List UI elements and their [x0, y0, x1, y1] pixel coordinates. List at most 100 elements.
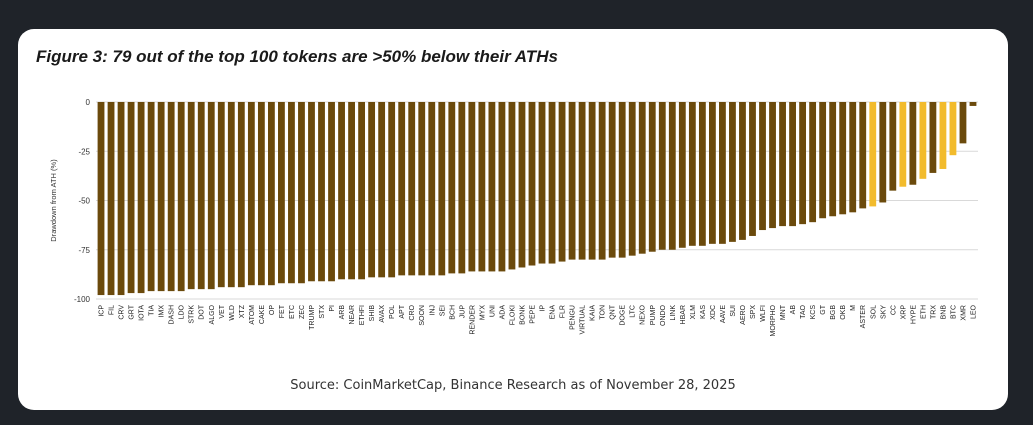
bar-qnt — [608, 102, 616, 258]
y-tick-label: -75 — [78, 246, 90, 255]
x-tick-label: KAS — [700, 305, 707, 319]
x-tick-label: HYPE — [910, 305, 917, 324]
bar-xrp — [899, 102, 907, 187]
source-note: Source: CoinMarketCap, Binance Research … — [290, 378, 736, 393]
x-tick-label: TON — [600, 305, 607, 320]
bar-sei — [438, 102, 446, 276]
x-tick-label: PEPE — [529, 305, 536, 324]
bar-near — [348, 102, 355, 280]
bar-bgb — [829, 102, 837, 217]
bar-flr — [558, 102, 566, 262]
x-tick-label: MORPHO — [770, 304, 777, 336]
bar-leo — [969, 102, 977, 106]
x-tick-label: SKY — [880, 305, 887, 319]
bar-cro — [408, 102, 416, 276]
bar-floki — [508, 102, 516, 270]
x-tick-label: FET — [279, 304, 286, 318]
x-tick-label: ASTER — [860, 305, 867, 328]
bar-fet — [278, 102, 285, 284]
bar-crv — [117, 102, 125, 296]
bar-bonk — [518, 102, 526, 268]
bar-pepe — [528, 102, 536, 266]
bar-soon — [418, 102, 426, 276]
x-tick-label: GRT — [129, 304, 136, 319]
x-tick-label: XDC — [710, 305, 717, 320]
bar-link — [668, 102, 676, 250]
bar-render — [468, 102, 476, 272]
bar-ip — [538, 102, 546, 264]
bar-aave — [719, 102, 726, 244]
bar-mnt — [779, 102, 786, 227]
x-tick-label: PUMP — [650, 305, 657, 326]
x-tick-label: AB — [790, 305, 797, 315]
bar-xdc — [708, 102, 716, 244]
bar-aster — [859, 102, 867, 209]
x-tick-label: STX — [319, 305, 326, 319]
bar-okb — [839, 102, 847, 215]
y-tick-label: -50 — [78, 197, 90, 206]
coin-diamond-icon — [770, 387, 792, 409]
x-tick-label: ONDO — [660, 304, 667, 326]
x-tick-label: UNI — [489, 305, 496, 317]
bar-algo — [207, 102, 215, 290]
x-tick-label: ETC — [289, 305, 296, 319]
bar-atom — [247, 102, 255, 286]
bar-stx — [318, 102, 325, 282]
x-tick-label: MNT — [780, 304, 787, 320]
x-tick-label: ALGO — [209, 304, 216, 324]
x-tick-label: JUP — [459, 305, 466, 319]
x-tick-label: AAVE — [720, 305, 727, 323]
x-tick-label: ENA — [550, 305, 557, 320]
bar-tia — [147, 102, 155, 292]
bar-kas — [698, 102, 706, 246]
bar-wld — [227, 102, 235, 288]
y-axis-label: Drawdown from ATH (%) — [49, 159, 58, 242]
bar-ltc — [628, 102, 636, 256]
bar-nexo — [638, 102, 646, 254]
bar-imx — [157, 102, 165, 292]
x-tick-label: XMR — [960, 305, 967, 321]
x-tick-label: VIRTUAL — [580, 305, 587, 335]
x-tick-label: BNB — [940, 305, 947, 320]
bar-etc — [288, 102, 295, 284]
bar-jup — [458, 102, 466, 274]
x-tick-label: PENGU — [570, 305, 577, 330]
bar-pi — [328, 102, 335, 282]
bar-eth — [919, 102, 927, 179]
bar-aero — [739, 102, 746, 240]
bar-dash — [167, 102, 175, 292]
x-tick-label: QNT — [610, 304, 617, 320]
x-tick-label: FIL — [109, 305, 116, 315]
x-tick-label: LEO — [970, 304, 977, 319]
bar-ldo — [177, 102, 185, 292]
x-tick-label: WLFI — [760, 305, 767, 322]
y-tick-label: -100 — [74, 295, 91, 304]
bar-cc — [889, 102, 897, 191]
x-tick-label: IP — [540, 305, 547, 312]
bar-tao — [799, 102, 807, 225]
x-tick-label: OKB — [840, 305, 847, 320]
x-tick-label: DASH — [169, 305, 176, 324]
x-tick-label: LTC — [630, 305, 637, 318]
bar-gt — [819, 102, 827, 219]
drawdown-bar-chart: 0 -25 -50 -75 -100 Drawdown from ATH (%) ICP FI… — [49, 98, 978, 337]
bar-hbar — [678, 102, 686, 248]
bar-ab — [789, 102, 796, 227]
x-tick-label: SHIB — [369, 305, 376, 322]
x-tick-label: ATOM — [249, 305, 256, 325]
bar-ena — [548, 102, 556, 264]
bar-myx — [478, 102, 486, 272]
x-tick-label: AVAX — [379, 305, 386, 323]
bar-sui — [729, 102, 736, 242]
figure-card: Figure 3: 79 out of the top 100 tokens a… — [18, 29, 1008, 410]
bar-sky — [879, 102, 887, 203]
x-tick-label: STRK — [189, 305, 196, 324]
bar-op — [267, 102, 275, 286]
bar-btc — [949, 102, 957, 156]
x-tick-label: TAO — [800, 304, 807, 318]
x-tick-label: BONK — [519, 305, 526, 325]
x-tick-label: ZEC — [299, 305, 306, 319]
x-tick-label: FLOKI — [509, 305, 516, 325]
x-tick-label: KAIA — [590, 305, 597, 321]
x-tick-label: PI — [329, 305, 336, 312]
